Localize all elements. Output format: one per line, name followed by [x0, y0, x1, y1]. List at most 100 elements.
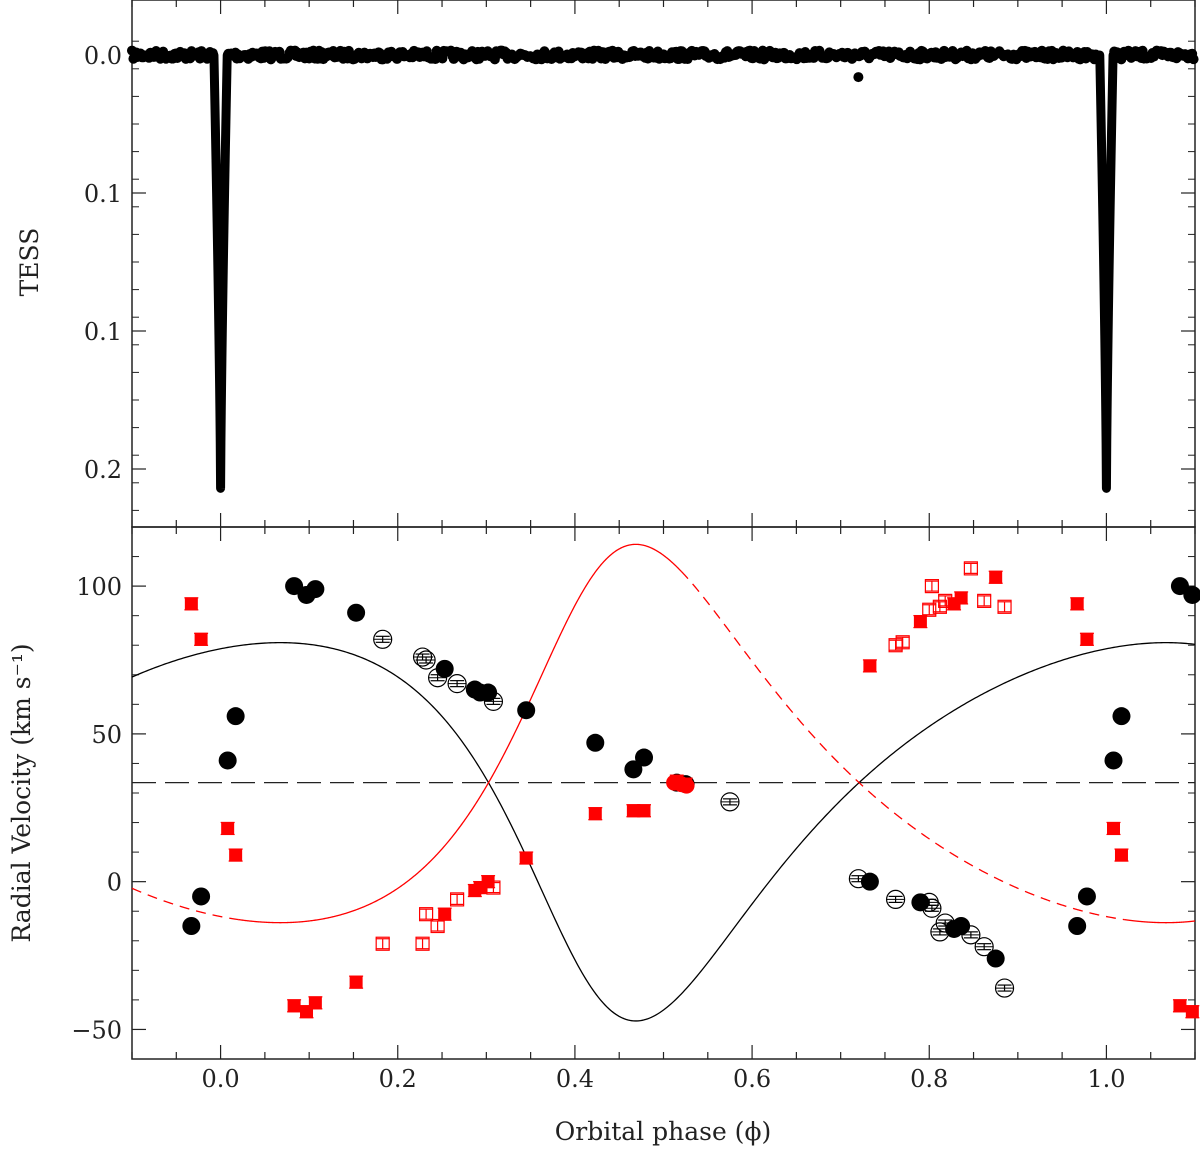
secondary-filled-point	[221, 821, 235, 835]
top-y-tick-label: 0.0	[84, 42, 122, 70]
secondary-filled-point	[1080, 632, 1094, 646]
bottom-x-tick-label: 0.2	[379, 1065, 417, 1093]
secondary-open-point	[415, 936, 430, 951]
secondary-filled-point	[287, 999, 301, 1013]
top-y-tick-label: 0.1	[84, 318, 122, 346]
secondary-filled-point	[438, 907, 452, 921]
secondary-filled-point	[1070, 597, 1084, 611]
primary-filled-point	[986, 949, 1005, 968]
secondary-filled-point	[913, 615, 927, 629]
primary-filled-point	[182, 917, 201, 935]
secondary-filled-point	[1173, 999, 1187, 1013]
secondary-model-dashed	[131, 887, 239, 921]
tess-point	[1188, 54, 1199, 65]
secondary-filled-point	[588, 807, 602, 821]
top-panel-ticks	[131, 0, 1196, 527]
bottom-panel-y-tick-labels: −50 0 50 100	[71, 573, 122, 1044]
primary-filled-point	[1068, 917, 1087, 935]
primary-filled-point	[285, 577, 304, 596]
bottom-panel-y-axis-label: Radial Velocity (km s⁻¹)	[7, 643, 36, 942]
bottom-x-tick-label: 0.4	[556, 1065, 594, 1093]
tess-eclipse-dip	[1095, 50, 1118, 493]
tess-data-points	[127, 45, 1199, 493]
primary-filled-point	[435, 659, 454, 678]
rv-series-0	[182, 577, 1200, 968]
secondary-filled-point	[308, 996, 322, 1010]
primary-filled-point	[479, 683, 498, 702]
secondary-open-point	[938, 593, 953, 608]
secondary-filled-point	[349, 975, 363, 989]
bottom-y-tick-label: 0	[107, 869, 122, 897]
bottom-y-tick-label: 50	[91, 721, 122, 749]
primary-filled-point	[1183, 585, 1200, 604]
rv-series-1	[373, 629, 1015, 998]
bottom-x-tick-label: 0.8	[910, 1065, 948, 1093]
bottom-x-tick-label: 1.0	[1087, 1065, 1125, 1093]
primary-filled-point	[635, 748, 654, 767]
primary-filled-point	[517, 701, 536, 720]
x-axis-label: Orbital phase (ϕ)	[555, 1117, 771, 1146]
secondary-open-point	[450, 892, 465, 907]
bottom-panel-frame	[131, 526, 1196, 1060]
bottom-y-tick-label: 100	[76, 573, 122, 601]
tess-eclipse	[1095, 50, 1118, 493]
tess-eclipse	[209, 50, 232, 493]
secondary-open-point	[418, 907, 434, 922]
tess-outlier-point	[853, 72, 864, 83]
tess-light-curve-panel: 0.0 0.1 0.1 0.2 TESS	[15, 0, 1199, 528]
rv-data-points	[182, 561, 1200, 1019]
secondary-filled-point	[1114, 848, 1128, 862]
primary-filled-point	[1104, 751, 1123, 770]
top-panel-frame	[131, 0, 1196, 528]
bottom-panel-x-tick-labels: 0.0 0.2 0.4 0.6 0.8 1.0	[201, 1065, 1125, 1093]
secondary-open-point	[963, 561, 978, 576]
secondary-conjunction-point	[678, 777, 695, 794]
primary-filled-point	[1112, 707, 1131, 726]
primary-filled-point	[624, 760, 643, 779]
secondary-model-solid	[238, 543, 682, 924]
rv-series-3	[375, 561, 1012, 951]
secondary-open-point	[430, 918, 445, 934]
primary-filled-point	[1170, 577, 1189, 596]
bottom-panel-ticks	[131, 526, 1196, 1060]
secondary-filled-point	[1107, 821, 1121, 835]
secondary-filled-point	[194, 632, 208, 646]
rv-model-curves	[131, 543, 1196, 1022]
primary-filled-point	[192, 887, 211, 906]
secondary-open-point	[486, 880, 501, 895]
secondary-open-point	[375, 936, 390, 951]
rv-series-2	[184, 570, 1200, 1019]
secondary-filled-point	[989, 570, 1003, 584]
secondary-filled-point	[229, 848, 243, 862]
top-y-tick-label: 0.1	[84, 180, 122, 208]
primary-filled-point	[218, 751, 237, 770]
secondary-filled-point	[637, 804, 651, 818]
secondary-filled-point	[626, 804, 640, 818]
secondary-filled-point	[954, 591, 968, 605]
secondary-filled-point	[863, 659, 877, 673]
primary-filled-point	[952, 917, 971, 935]
secondary-filled-point	[519, 851, 533, 865]
bottom-y-tick-label: −50	[71, 1016, 122, 1044]
bottom-x-tick-label: 0.6	[733, 1065, 771, 1093]
conjunction-points	[666, 774, 695, 794]
radial-velocity-panel: −50 0 50 100 0.0 0.2 0.4 0.6 0.8 1.0 Radial Velo…	[7, 526, 1200, 1146]
secondary-filled-point	[184, 597, 198, 611]
secondary-open-point	[895, 635, 910, 650]
secondary-open-point	[997, 599, 1012, 614]
primary-filled-point	[306, 580, 325, 599]
tess-baseline-points	[127, 45, 1199, 65]
primary-filled-point	[586, 733, 605, 752]
bottom-x-tick-label: 0.0	[201, 1065, 239, 1093]
primary-filled-point	[347, 603, 366, 622]
primary-filled-point	[1077, 887, 1096, 906]
secondary-filled-point	[1185, 1005, 1199, 1019]
primary-filled-point	[860, 872, 879, 891]
top-panel-y-tick-labels: 0.0 0.1 0.1 0.2	[84, 42, 122, 484]
secondary-model-solid	[1124, 918, 1196, 924]
primary-filled-point	[226, 707, 245, 726]
secondary-open-point	[924, 579, 940, 594]
secondary-open-point	[977, 593, 992, 608]
secondary-open-point	[922, 602, 937, 617]
